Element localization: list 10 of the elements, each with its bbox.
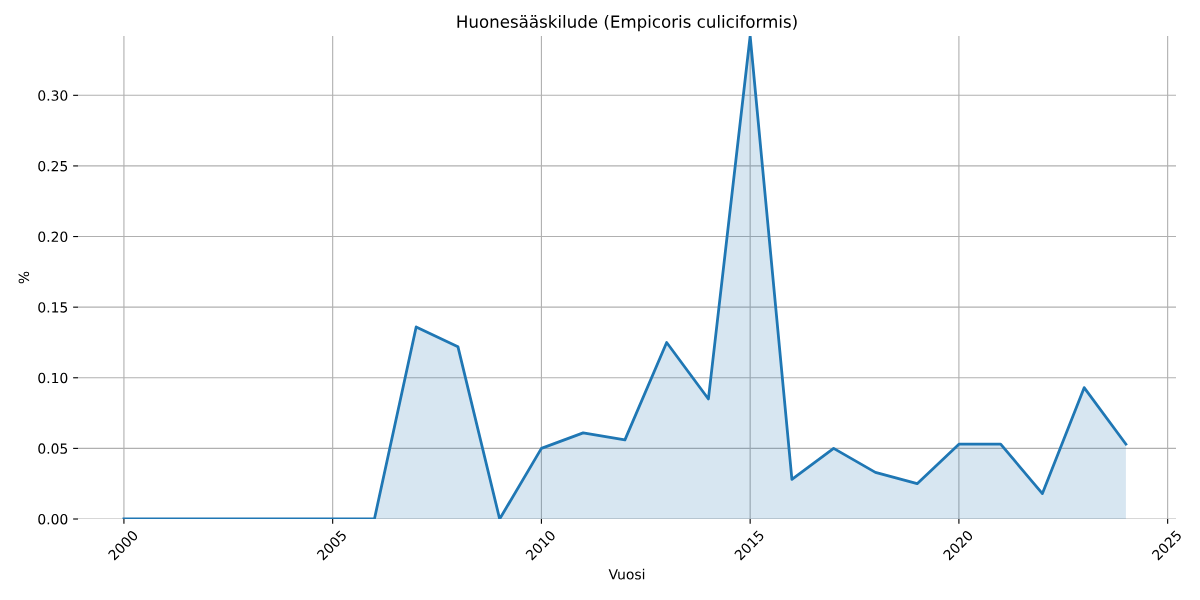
x-axis-title: Vuosi	[608, 568, 645, 580]
y-axis-title: %	[18, 271, 30, 284]
chart-title: Huonesääskilude (Empicoris culiciformis)	[457, 15, 797, 32]
y-tick-label: 0.15	[38, 302, 68, 313]
y-tick-label: 0.20	[38, 231, 68, 243]
y-tick-label: 0.05	[38, 443, 68, 454]
y-tick-label: 0.30	[38, 90, 68, 101]
y-tick-label: 0.00	[38, 513, 68, 525]
y-tick-label: 0.10	[38, 372, 68, 384]
y-tick-label: 0.25	[38, 160, 68, 172]
